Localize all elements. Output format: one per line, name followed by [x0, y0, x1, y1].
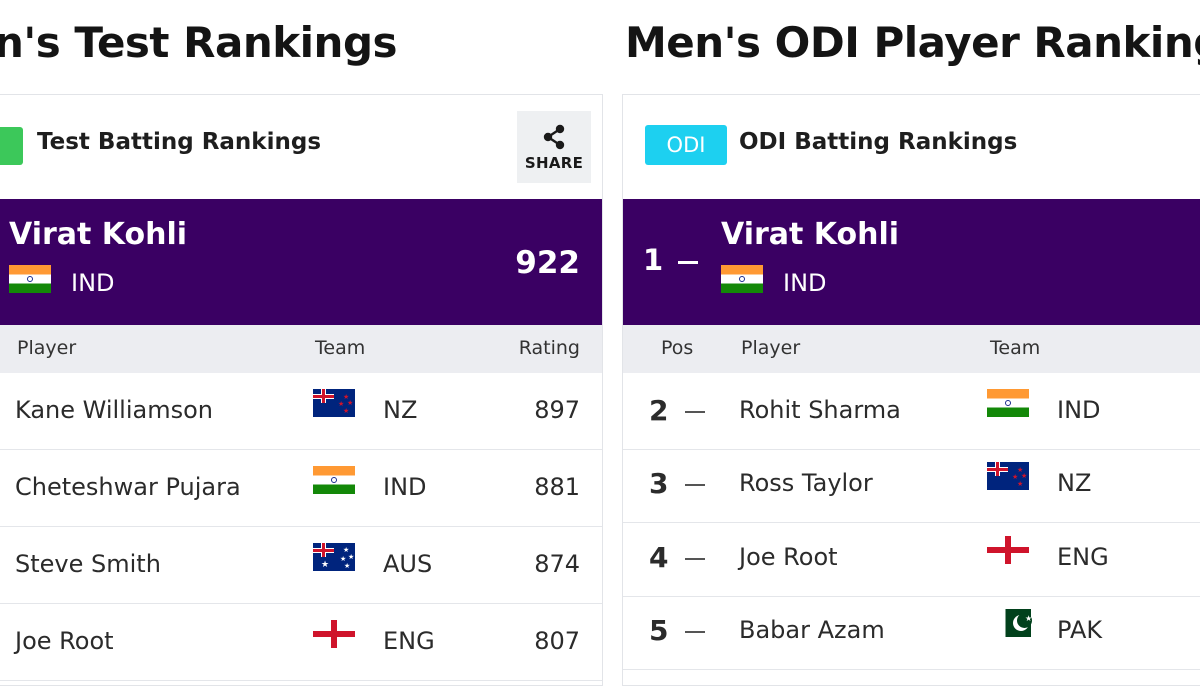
england-flag-icon	[313, 620, 355, 648]
table-row[interactable]: Cheteshwar Pujara IND 881	[0, 450, 602, 527]
new-zealand-flag-icon: ★ ★ ★ ★	[987, 462, 1029, 490]
england-flag-icon	[987, 536, 1029, 564]
india-flag-icon	[987, 389, 1029, 417]
column-pos: Pos	[661, 337, 694, 359]
odi-batting-title[interactable]: ODI Batting Rankings	[739, 129, 1018, 155]
top-player-team: IND	[783, 269, 827, 297]
odi-rankings-heading: Men's ODI Player Rankings	[625, 18, 1200, 67]
player-position: 2	[649, 394, 669, 427]
player-rating: 874	[534, 550, 580, 578]
test-batting-panel: Test Batting Rankings SHARE Virat Kohli …	[0, 94, 603, 686]
test-panel-subheader: Test Batting Rankings SHARE	[0, 95, 602, 199]
india-flag-icon	[313, 466, 355, 494]
top-player-rating: 922	[515, 245, 580, 281]
top-player-name[interactable]: Virat Kohli	[721, 217, 900, 252]
player-rating: 897	[534, 396, 580, 424]
player-team: ENG	[1057, 543, 1109, 571]
player-position: 5	[649, 614, 669, 647]
column-rating: Rating	[518, 337, 580, 359]
no-change-dash-icon	[685, 484, 705, 486]
player-name[interactable]: Steve Smith	[15, 550, 161, 578]
player-team: AUS	[383, 550, 433, 578]
odi-panel-subheader: ODI ODI Batting Rankings	[623, 95, 1200, 199]
column-team: Team	[990, 337, 1041, 359]
player-position: 3	[649, 467, 669, 500]
share-icon	[543, 124, 565, 149]
player-name[interactable]: Rohit Sharma	[739, 396, 901, 424]
table-row[interactable]: 4 Joe Root ENG	[623, 520, 1200, 597]
new-zealand-flag-icon: ★ ★ ★ ★	[313, 389, 355, 417]
top-player-position: 1	[643, 243, 664, 277]
player-name[interactable]: Joe Root	[15, 627, 114, 655]
column-team: Team	[315, 337, 366, 359]
test-format-badge	[0, 127, 23, 165]
table-row[interactable]: Joe Root ENG 807	[0, 604, 602, 681]
player-team: NZ	[1057, 469, 1092, 497]
odi-batting-panel: ODI ODI Batting Rankings 1 Virat Kohli I…	[622, 94, 1200, 686]
player-team: ENG	[383, 627, 435, 655]
no-change-dash-icon	[685, 558, 705, 560]
australia-flag-icon: ★ ★ ★ ★ ★	[313, 543, 355, 571]
column-player: Player	[741, 337, 801, 359]
player-name[interactable]: Ross Taylor	[739, 469, 873, 497]
india-flag-icon	[9, 265, 51, 293]
player-name[interactable]: Cheteshwar Pujara	[15, 473, 241, 501]
column-player: Player	[17, 337, 77, 359]
test-rankings-heading: n's Test Rankings	[0, 18, 398, 67]
player-rating: 881	[534, 473, 580, 501]
table-row[interactable]: Kane Williamson ★ ★ ★ ★ NZ 897	[0, 373, 602, 450]
player-name[interactable]: Joe Root	[739, 543, 838, 571]
india-flag-icon	[721, 265, 763, 293]
no-change-dash-icon	[678, 261, 698, 264]
top-ranked-player-card[interactable]: Virat Kohli IND 922	[0, 199, 602, 325]
no-change-dash-icon	[685, 631, 705, 633]
top-ranked-player-card[interactable]: 1 Virat Kohli IND	[623, 199, 1200, 325]
player-name[interactable]: Babar Azam	[739, 616, 885, 644]
share-label: SHARE	[524, 153, 584, 172]
top-player-team: IND	[71, 269, 115, 297]
player-team: NZ	[383, 396, 418, 424]
test-batting-title[interactable]: Test Batting Rankings	[37, 129, 322, 155]
player-name[interactable]: Kane Williamson	[15, 396, 213, 424]
odi-format-badge: ODI	[645, 125, 727, 165]
share-button[interactable]: SHARE	[517, 111, 591, 183]
no-change-dash-icon	[685, 411, 705, 413]
table-header: Player Team Rating	[0, 325, 602, 373]
table-row[interactable]: Steve Smith ★ ★ ★ ★ ★ AUS 874	[0, 527, 602, 604]
pakistan-flag-icon: ★	[997, 609, 1032, 637]
table-header: Pos Player Team	[623, 325, 1200, 373]
table-row[interactable]: 5 Babar Azam ★ PAK	[623, 593, 1200, 670]
player-team: IND	[383, 473, 427, 501]
player-team: IND	[1057, 396, 1101, 424]
player-team: PAK	[1057, 616, 1103, 644]
table-row[interactable]: 3 Ross Taylor ★ ★ ★ ★ NZ	[623, 446, 1200, 523]
top-player-name[interactable]: Virat Kohli	[9, 217, 188, 252]
player-rating: 807	[534, 627, 580, 655]
table-row[interactable]: 2 Rohit Sharma IND	[623, 373, 1200, 450]
player-position: 4	[649, 541, 669, 574]
